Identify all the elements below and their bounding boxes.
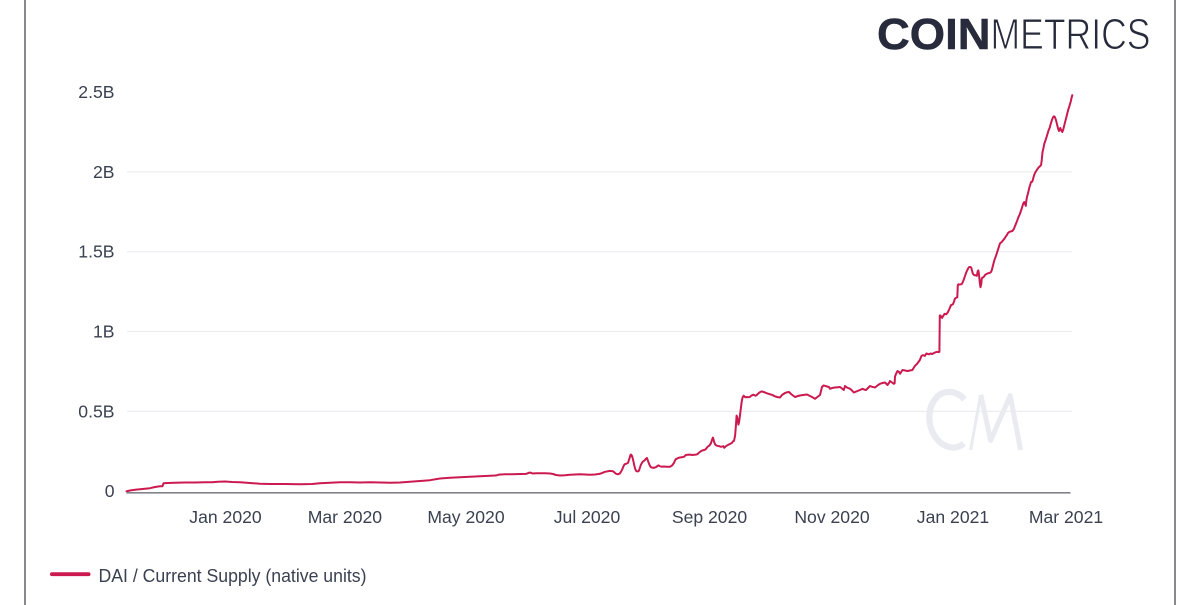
svg-text:Nov 2020: Nov 2020 (794, 507, 870, 527)
svg-text:Mar 2020: Mar 2020 (308, 507, 383, 527)
svg-text:Jul 2020: Jul 2020 (554, 507, 621, 527)
svg-text:May 2020: May 2020 (427, 507, 504, 527)
svg-text:0.5B: 0.5B (78, 401, 114, 421)
svg-text:2B: 2B (93, 162, 115, 182)
svg-text:2.5B: 2.5B (78, 82, 114, 102)
svg-text:METRICS: METRICS (991, 11, 1151, 59)
svg-text:1.5B: 1.5B (78, 242, 114, 262)
svg-text:Jan 2021: Jan 2021 (917, 507, 989, 527)
svg-text:DAI / Current Supply (native u: DAI / Current Supply (native units) (99, 565, 367, 586)
svg-text:0: 0 (105, 481, 115, 501)
svg-text:1B: 1B (93, 322, 115, 342)
svg-text:Mar 2021: Mar 2021 (1029, 507, 1103, 527)
svg-text:Sep 2020: Sep 2020 (672, 507, 748, 527)
svg-text:Jan 2020: Jan 2020 (189, 507, 262, 527)
svg-text:METRICS: METRICS (991, 11, 1151, 59)
svg-text:COIN: COIN (877, 11, 991, 59)
